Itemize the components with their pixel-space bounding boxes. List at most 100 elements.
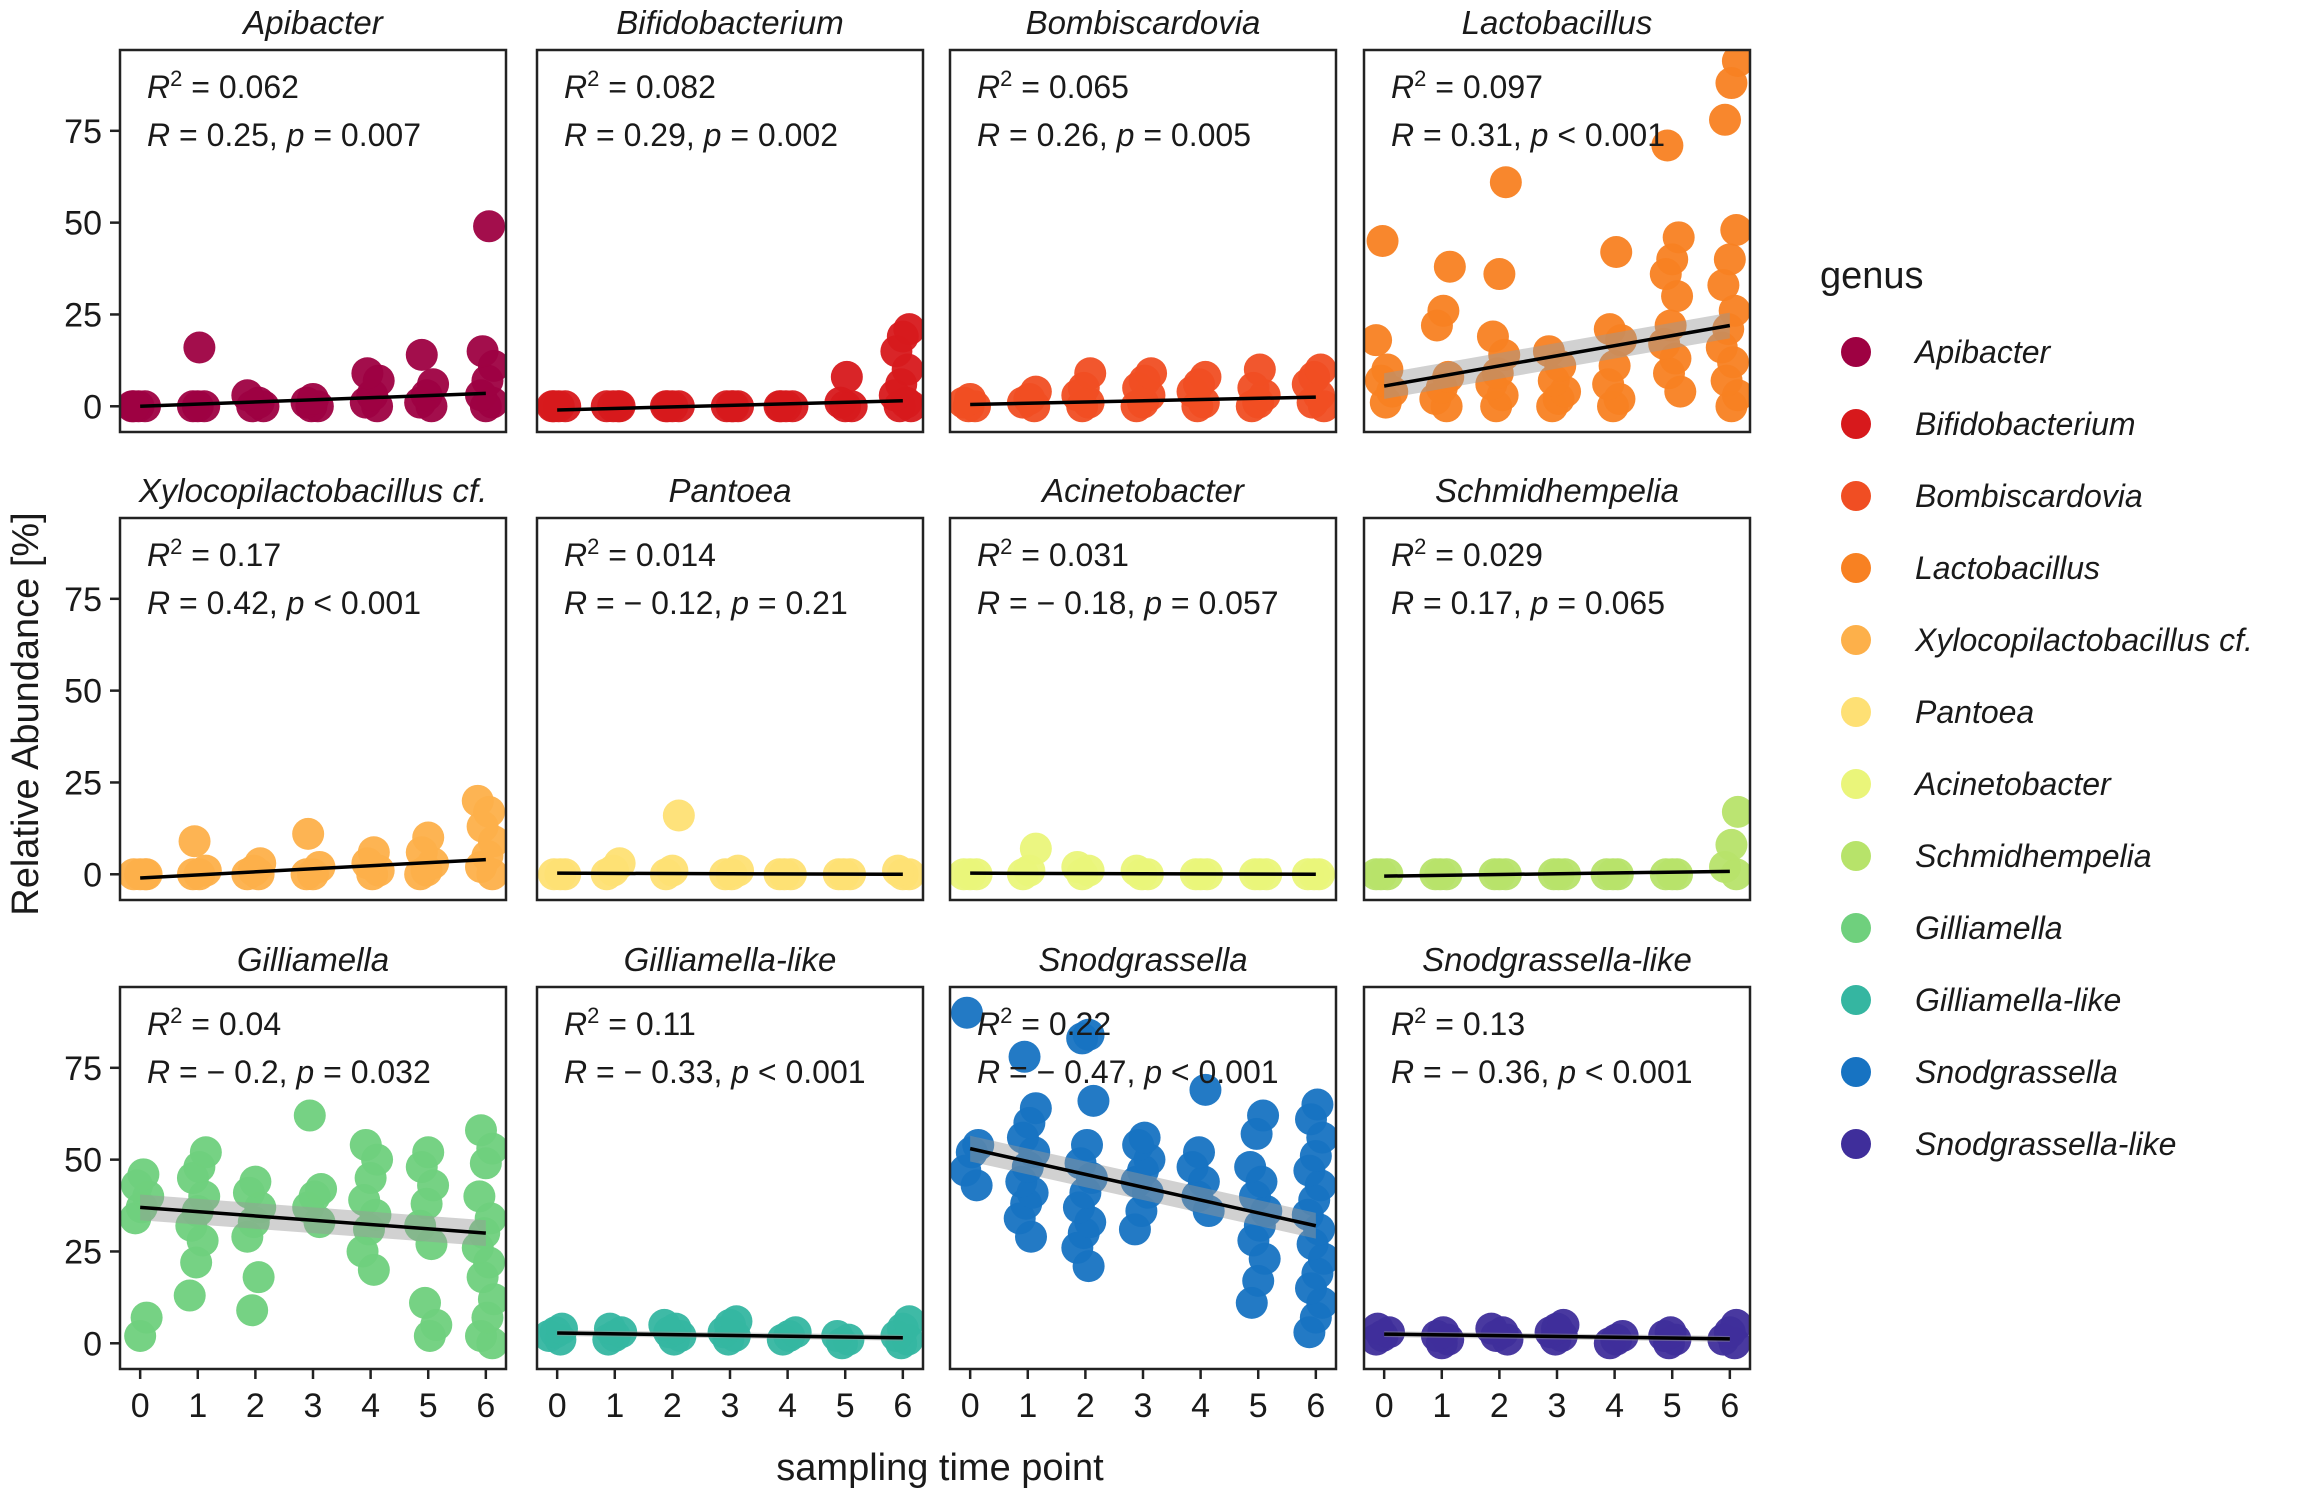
data-point-lactobacillus	[1476, 320, 1509, 353]
data-point-snodgrassella-like	[1654, 1316, 1687, 1349]
annotation-r2-pantoea: R2 = 0.014	[564, 534, 716, 573]
annotation-r-p-apibacter: R = 0.25, p = 0.007	[147, 117, 421, 153]
legend-label-bombiscardovia: Bombiscardovia	[1915, 478, 2143, 514]
legend-label-gilliamella: Gilliamella	[1915, 910, 2063, 946]
data-point-lactobacillus	[1662, 221, 1695, 254]
panel-plot-area-snodgrassella	[950, 996, 1336, 1349]
data-point-pantoea	[662, 799, 695, 832]
data-point-gilliamella	[305, 1173, 338, 1206]
x-tick-label: 0	[1375, 1387, 1394, 1425]
legend-entry-gilliamella-like: Gilliamella-like	[1841, 982, 2121, 1018]
x-tick-label: 5	[1249, 1387, 1268, 1425]
data-point-bombiscardovia	[1243, 353, 1276, 386]
data-point-lactobacillus	[1721, 50, 1750, 78]
x-tick-label: 4	[361, 1387, 380, 1425]
data-point-lactobacillus	[1427, 294, 1460, 327]
data-point-schmidhempelia	[1364, 858, 1393, 891]
x-tick-label: 3	[721, 1387, 740, 1425]
x-tick-label: 0	[131, 1387, 150, 1425]
legend-swatch-gilliamella	[1841, 913, 1871, 943]
data-point-lactobacillus	[1713, 243, 1746, 276]
data-point-xylocopilactobacillus-cf	[357, 836, 390, 869]
x-tick-label: 6	[1306, 1387, 1325, 1425]
panel-plot-area-apibacter	[120, 210, 506, 423]
data-point-gilliamella-like	[593, 1312, 626, 1345]
panel-title-apibacter: Apibacter	[241, 4, 384, 41]
panel-schmidhempelia: Schmidhempelia R2 = 0.029 R = 0.17, p = 0.…	[1362, 472, 1752, 902]
legend-label-acinetobacter: Acinetobacter	[1913, 766, 2112, 802]
legend-label-apibacter: Apibacter	[1913, 334, 2052, 370]
panel-plot-area-bifidobacterium	[537, 313, 923, 423]
panel-apibacter: Apibacter R2 = 0.062 R = 0.25, p = 0.007	[118, 4, 508, 434]
x-tick-label: 0	[961, 1387, 980, 1425]
data-point-gilliamella	[239, 1165, 272, 1198]
data-point-bombiscardovia	[1304, 353, 1336, 386]
x-tick-label: 3	[304, 1387, 323, 1425]
y-tick-label: 25	[64, 1233, 102, 1271]
annotation-r-p-gilliamella-like: R = − 0.33, p < 0.001	[564, 1054, 866, 1090]
data-point-snodgrassella-like	[1720, 1308, 1750, 1341]
data-point-apibacter	[351, 357, 384, 390]
data-point-apibacter	[473, 210, 506, 243]
panel-border-lactobacillus	[1362, 48, 1752, 434]
data-point-gilliamella	[189, 1136, 222, 1169]
panel-title-bifidobacterium: Bifidobacterium	[616, 4, 843, 41]
data-point-bombiscardovia	[1019, 375, 1052, 408]
panel-border-pantoea	[535, 516, 925, 902]
regression-line-schmidhempelia	[1384, 869, 1730, 878]
data-point-gilliamella	[293, 1099, 326, 1132]
data-point-gilliamella	[408, 1286, 441, 1319]
data-point-xylocopilactobacillus-cf	[130, 858, 163, 891]
y-tick-label: 25	[64, 764, 102, 802]
annotation-r-p-lactobacillus: R = 0.31, p < 0.001	[1391, 117, 1665, 153]
panel-title-pantoea: Pantoea	[669, 472, 792, 509]
panel-title-gilliamella: Gilliamella	[237, 941, 389, 978]
panel-xylocopilactobacillus-cf: Xylocopilactobacillus cf. R2 = 0.17 R = 0.…	[118, 472, 508, 902]
panel-bifidobacterium: Bifidobacterium R2 = 0.082 R = 0.29, p = 0…	[535, 4, 925, 434]
annotation-r2-bifidobacterium: R2 = 0.082	[564, 66, 716, 105]
data-point-lactobacillus	[1593, 313, 1626, 346]
legend-entry-snodgrassella-like: Snodgrassella-like	[1841, 1126, 2176, 1162]
panel-title-bombiscardovia: Bombiscardovia	[1026, 4, 1261, 41]
legend-swatch-snodgrassella-like	[1841, 1129, 1871, 1159]
data-point-snodgrassella	[1128, 1121, 1161, 1154]
data-point-gilliamella-like	[779, 1316, 812, 1349]
data-point-xylocopilactobacillus-cf	[412, 821, 445, 854]
annotation-r2-schmidhempelia: R2 = 0.029	[1391, 534, 1543, 573]
data-point-bombiscardovia	[954, 382, 987, 415]
regression-line-pantoea	[557, 871, 903, 877]
legend-label-schmidhempelia: Schmidhempelia	[1915, 838, 2152, 874]
annotation-r2-bombiscardovia: R2 = 0.065	[977, 66, 1129, 105]
data-point-gilliamella	[173, 1279, 206, 1312]
x-tick-label: 6	[476, 1387, 495, 1425]
x-tick-label: 4	[1605, 1387, 1624, 1425]
legend-entry-apibacter: Apibacter	[1841, 334, 2052, 370]
y-axis-title: Relative Abundance [%]	[5, 512, 47, 916]
data-point-lactobacillus	[1708, 103, 1741, 136]
data-point-snodgrassella	[1182, 1136, 1215, 1169]
data-point-lactobacillus	[1651, 129, 1684, 162]
data-point-gilliamella	[463, 1180, 496, 1213]
data-point-apibacter	[120, 390, 150, 423]
data-point-snodgrassella	[1071, 1128, 1104, 1161]
x-tick-label: 2	[663, 1387, 682, 1425]
x-tick-label: 4	[778, 1387, 797, 1425]
annotation-r-p-snodgrassella: R = − 0.47, p < 0.001	[977, 1054, 1279, 1090]
x-tick-label: 1	[605, 1387, 624, 1425]
data-point-snodgrassella	[1008, 1040, 1041, 1073]
data-point-gilliamella	[412, 1136, 445, 1169]
data-point-snodgrassella-like	[1427, 1316, 1460, 1349]
x-tick-label: 3	[1134, 1387, 1153, 1425]
x-tick-label: 1	[1018, 1387, 1037, 1425]
data-point-snodgrassella-like	[1475, 1312, 1508, 1345]
data-point-apibacter	[231, 379, 264, 412]
panel-title-snodgrassella-like: Snodgrassella-like	[1422, 941, 1692, 978]
data-point-schmidhempelia	[1656, 858, 1689, 891]
panel-acinetobacter: Acinetobacter R2 = 0.031 R = − 0.18, p = 0…	[948, 472, 1338, 902]
x-tick-label: 4	[1191, 1387, 1210, 1425]
x-tick-label: 0	[548, 1387, 567, 1425]
annotation-r2-lactobacillus: R2 = 0.097	[1391, 66, 1543, 105]
